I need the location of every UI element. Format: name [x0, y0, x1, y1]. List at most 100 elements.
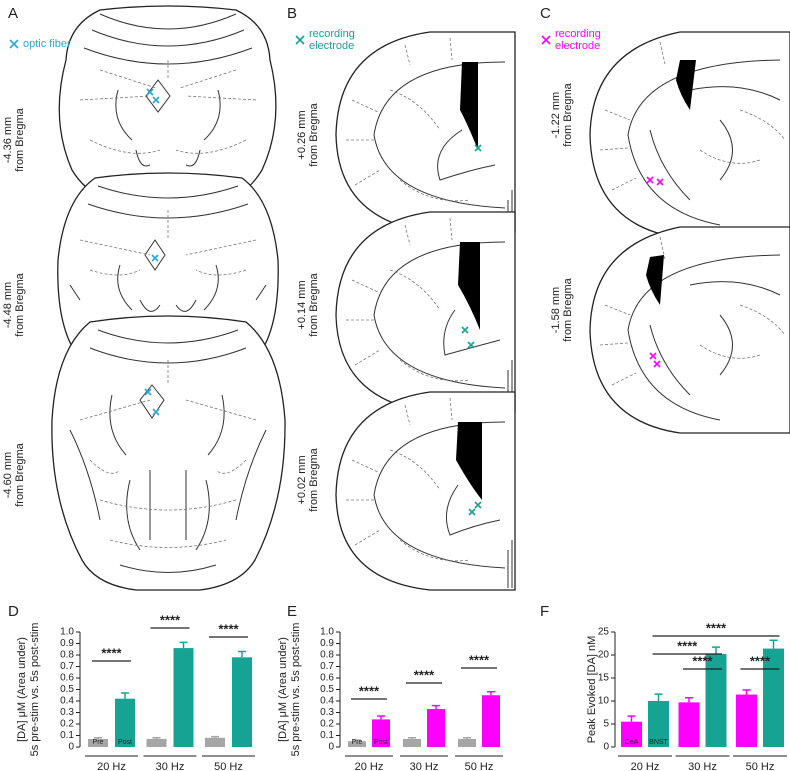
- marker-cross: [152, 96, 160, 104]
- marker-cross: [474, 144, 482, 152]
- marker-cross: [468, 508, 476, 516]
- panel-label: D: [8, 603, 19, 620]
- legend-text: recording: [309, 28, 355, 40]
- significance-label: ****: [218, 621, 239, 636]
- bar: [403, 738, 421, 747]
- bar: [705, 654, 727, 747]
- bar: [348, 741, 366, 747]
- y-tick-label: 1.0: [320, 627, 334, 638]
- error-bar: [432, 704, 440, 710]
- y-tick-label: 0: [68, 742, 74, 753]
- legend-text: electrode: [555, 40, 600, 52]
- atlas-b: [335, 31, 516, 591]
- section: [589, 226, 790, 434]
- panel-label: F: [540, 603, 549, 620]
- y-tick-label: 25: [598, 627, 610, 638]
- significance-label: ****: [414, 667, 435, 682]
- y-tick-label: 0.1: [320, 730, 334, 741]
- bar: [205, 737, 225, 747]
- bar-series-label: Post: [374, 739, 388, 746]
- y-tick-label: 0.8: [320, 650, 334, 661]
- legend-text: optic fiber: [23, 38, 71, 50]
- y-tick-label: 15: [598, 673, 610, 684]
- bar: [232, 657, 252, 747]
- bar: [88, 738, 108, 747]
- bar: [621, 721, 642, 747]
- level-label: +0.02 mm: [296, 455, 308, 504]
- significance-label: ****: [692, 653, 713, 668]
- y-tick-label: 0.1: [60, 730, 74, 741]
- error-bar: [712, 646, 720, 655]
- significance-label: ****: [750, 653, 771, 668]
- bar-series-label: BNST: [649, 739, 668, 746]
- x-tick-label: 20 Hz: [631, 761, 660, 771]
- marker-cross: [474, 501, 482, 509]
- level-label: from Bregma: [308, 272, 320, 336]
- y-tick-label: 20: [598, 650, 610, 661]
- significance-label: ****: [677, 638, 698, 653]
- error-bar: [685, 697, 693, 703]
- error-bar: [408, 737, 416, 739]
- significance-label: ****: [101, 645, 122, 660]
- atlas-a: [51, 5, 286, 591]
- y-tick-label: 0.9: [60, 638, 74, 649]
- marker-cross: [461, 326, 469, 334]
- error-bar: [463, 737, 471, 739]
- y-tick-label: 0.2: [320, 719, 334, 730]
- panel-label: E: [287, 603, 297, 620]
- error-bar: [654, 693, 663, 701]
- bar: [427, 709, 445, 747]
- y-tick-label: 0.9: [320, 638, 334, 649]
- bar-series-label: Post: [118, 739, 132, 746]
- bar: [173, 648, 194, 747]
- legend-text: recording: [555, 28, 601, 40]
- level-label: +0.14 mm: [296, 280, 308, 329]
- y-tick-label: 0.4: [60, 696, 74, 707]
- level-label: -4.48 mm: [2, 282, 14, 328]
- bar: [763, 648, 784, 747]
- y-tick-label: 5: [603, 719, 609, 730]
- level-label: from Bregma: [308, 447, 320, 511]
- level-label: from Bregma: [308, 102, 320, 166]
- error-bar: [121, 692, 129, 699]
- y-axis-label: [DA] μM (Area under): [277, 637, 289, 742]
- error-bar: [627, 715, 636, 722]
- marker-cross: [653, 360, 661, 368]
- y-tick-label: 0.5: [320, 684, 334, 695]
- significance-label: ****: [706, 620, 727, 635]
- y-tick-label: 10: [598, 696, 610, 707]
- y-axis-label: [DA] μM (Area under): [16, 637, 28, 742]
- section: [335, 211, 516, 413]
- level-label: from Bregma: [14, 107, 26, 171]
- y-tick-label: 0.7: [320, 661, 334, 672]
- error-bar: [179, 641, 188, 649]
- section: [335, 391, 516, 591]
- y-axis-label: 5s pre-stim vs. 5s post-stim: [290, 623, 302, 757]
- bar: [115, 698, 135, 747]
- section: [51, 315, 286, 591]
- section: [335, 31, 516, 233]
- bar: [482, 695, 500, 747]
- atlas-c: [589, 31, 790, 434]
- x-tick-label: 20 Hz: [97, 761, 126, 771]
- section: [58, 5, 277, 199]
- level-label: from Bregma: [14, 442, 26, 506]
- y-tick-label: 0.4: [320, 696, 334, 707]
- level-label: from Bregma: [562, 82, 574, 146]
- level-label: +0.26 mm: [296, 110, 308, 159]
- y-axis-label: 5s pre-stim vs. 5s post-stim: [29, 623, 41, 757]
- y-tick-label: 0.7: [60, 661, 74, 672]
- marker-cross: [144, 388, 152, 396]
- x-tick-label: 50 Hz: [465, 761, 494, 771]
- error-bar: [238, 650, 246, 658]
- y-tick-label: 0: [328, 742, 334, 753]
- legend-text: electrode: [309, 40, 354, 52]
- significance-label: ****: [160, 612, 181, 627]
- bar-series-label: Pre: [352, 739, 363, 746]
- bar: [736, 694, 757, 747]
- bar: [648, 701, 669, 747]
- level-label: -4.36 mm: [2, 117, 14, 163]
- x-tick-label: 30 Hz: [410, 761, 439, 771]
- level-label: from Bregma: [14, 272, 26, 336]
- x-tick-label: 50 Hz: [214, 761, 243, 771]
